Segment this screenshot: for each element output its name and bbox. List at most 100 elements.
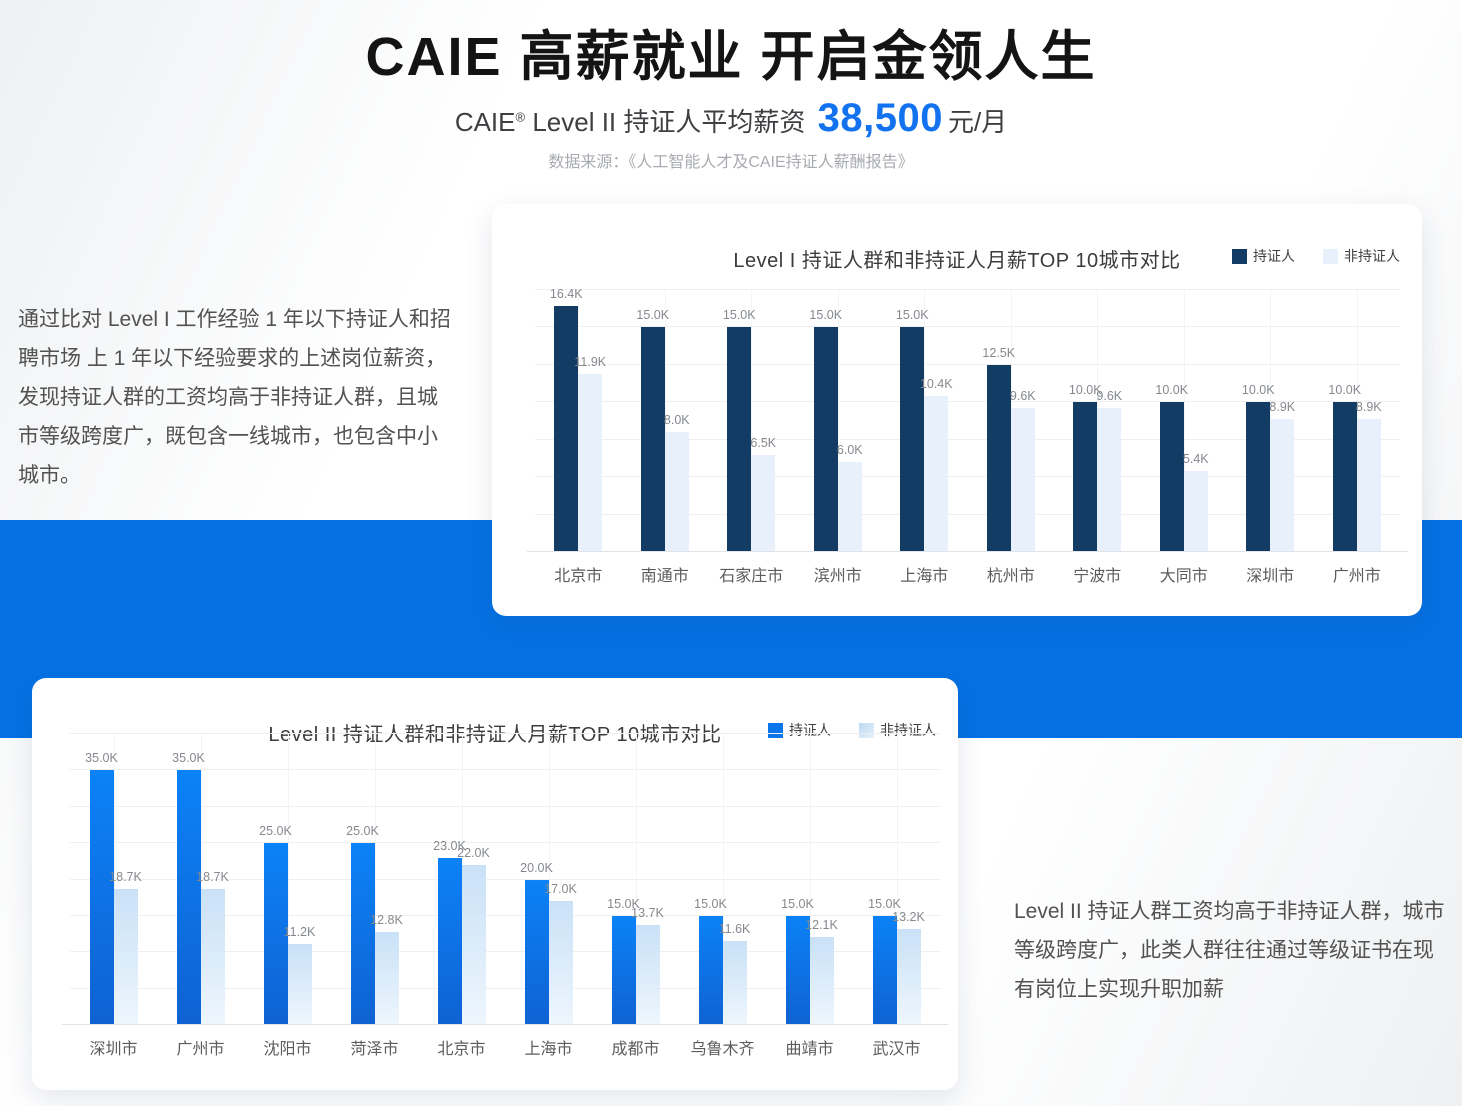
- category-深圳市: 10.0K 8.9K: [1227, 290, 1314, 552]
- bar-持证人-深圳市: [89, 770, 114, 1025]
- bar-持证人-武汉市: [872, 915, 897, 1025]
- value-label: 9.6K: [1096, 389, 1123, 404]
- legend-item-noncertified[interactable]: 非持证人: [1323, 246, 1400, 266]
- value-label: 15.0K: [895, 308, 929, 323]
- category-乌鲁木齐: 15.0K 11.6K: [679, 734, 766, 1025]
- bar-持证人-北京市: [437, 857, 462, 1025]
- bar-持证人-北京市: [554, 306, 579, 552]
- category-南通市: 15.0K 8.0K: [622, 290, 709, 552]
- data-source-line: 数据来源：《人工智能人才及CAIE持证人薪酬报告》: [548, 154, 914, 171]
- legend-label: 非持证人: [1344, 248, 1400, 264]
- category-大同市: 10.0K 5.4K: [1141, 290, 1228, 552]
- value-label: 15.0K: [607, 896, 640, 911]
- value-label: 10.0K: [1328, 383, 1362, 398]
- category-杭州市: 12.5K 9.6K: [968, 290, 1055, 552]
- value-label: 22.0K: [457, 845, 490, 860]
- category-gridline: [722, 734, 724, 1025]
- legend-label: 持证人: [1253, 248, 1295, 264]
- category-gridline: [548, 734, 550, 1025]
- chart1-header: Level I 持证人群和非持证人月薪TOP 10城市对比 持证人 非持证人: [492, 244, 1422, 272]
- category-菏泽市: 25.0K 12.8K: [331, 734, 418, 1025]
- bar-持证人-沈阳市: [263, 843, 288, 1025]
- value-label: 8.9K: [1355, 399, 1382, 414]
- bar-持证人-曲靖市: [785, 915, 810, 1025]
- bar-非持证人-大同市: [1183, 471, 1208, 552]
- category-gridline: [751, 290, 753, 552]
- bar-持证人-大同市: [1159, 402, 1184, 552]
- value-label: 5.4K: [1182, 452, 1209, 467]
- category-gridline: [113, 734, 115, 1025]
- gridline: [70, 805, 940, 807]
- value-label: 10.4K: [919, 377, 953, 392]
- category-上海市: 20.0K 17.0K: [505, 734, 592, 1025]
- category-宁波市: 10.0K 9.6K: [1054, 290, 1141, 552]
- gridline: [535, 289, 1400, 290]
- value-label: 20.0K: [520, 860, 553, 875]
- chart2-plot: 35.0K 18.7K 35.0K 18.7K 25.0K 11.2K 25.0K 12.8K…: [62, 733, 948, 1025]
- category-曲靖市: 15.0K 12.1K: [766, 734, 853, 1025]
- bar-非持证人-上海市: [548, 901, 573, 1025]
- x-axis-label-滨州市: 滨州市: [813, 568, 862, 585]
- bar-非持证人-北京市: [578, 373, 603, 552]
- bar-非持证人-滨州市: [837, 462, 862, 552]
- chart1-x-axis-labels: 北京市 南通市 石家庄市 滨州市 上海市 杭州市 宁波市 大同市 深圳市 广州市: [535, 562, 1400, 586]
- bar-非持证人-沈阳市: [287, 943, 312, 1025]
- x-axis-label-菏泽市: 菏泽市: [350, 1041, 399, 1058]
- chart2-x-axis-labels: 深圳市 广州市 沈阳市 菏泽市 北京市 上海市 成都市 乌鲁木齐 曲靖市 武汉市: [70, 1035, 940, 1059]
- x-axis-label-武汉市: 武汉市: [872, 1041, 921, 1058]
- category-上海市: 15.0K 10.4K: [881, 290, 968, 552]
- value-label: 35.0K: [172, 751, 205, 766]
- gridline: [535, 513, 1400, 515]
- value-label: 8.9K: [1269, 399, 1296, 414]
- value-label: 10.0K: [1068, 383, 1102, 398]
- category-gridline: [374, 734, 376, 1025]
- value-label: 12.8K: [370, 912, 403, 927]
- bar-持证人-乌鲁木齐: [698, 915, 723, 1025]
- x-axis-label-曲靖市: 曲靖市: [785, 1041, 834, 1058]
- legend-item-certified[interactable]: 持证人: [1232, 246, 1295, 266]
- legend-swatch-noncertified-icon: [1323, 248, 1338, 264]
- bar-持证人-上海市: [900, 327, 925, 552]
- gridline: [70, 842, 940, 844]
- legend-label: 非持证人: [880, 722, 936, 738]
- value-label: 17.0K: [544, 882, 577, 897]
- category-gridline: [635, 734, 637, 1025]
- bar-持证人-广州市: [1332, 402, 1357, 552]
- value-label: 10.0K: [1155, 383, 1189, 398]
- value-label: 15.0K: [781, 896, 814, 911]
- x-axis-label-石家庄市: 石家庄市: [719, 568, 784, 585]
- x-axis-line: [62, 1024, 948, 1025]
- category-gridline: [837, 290, 839, 552]
- average-salary-value: 38,500: [817, 96, 943, 140]
- level1-note: 通过比对 Level I 工作经验 1 年以下持证人和招聘市场 上 1 年以下经…: [18, 308, 451, 487]
- category-北京市: 23.0K 22.0K: [418, 734, 505, 1025]
- category-武汉市: 15.0K 13.2K: [853, 734, 940, 1025]
- bar-非持证人-石家庄市: [751, 454, 776, 552]
- bar-非持证人-广州市: [1356, 418, 1381, 552]
- bar-非持证人-南通市: [664, 432, 689, 552]
- brand-name: CAIE: [454, 107, 516, 137]
- bar-持证人-广州市: [176, 770, 201, 1025]
- value-label: 13.7K: [631, 906, 664, 921]
- legend-label: 持证人: [789, 722, 831, 738]
- category-石家庄市: 15.0K 6.5K: [708, 290, 795, 552]
- chart2-title: Level II 持证人群和非持证人月薪TOP 10城市对比: [268, 724, 722, 746]
- gridline: [70, 769, 940, 771]
- gridline: [535, 476, 1400, 478]
- category-gridline: [664, 290, 666, 552]
- x-axis-label-乌鲁木齐: 乌鲁木齐: [690, 1041, 755, 1058]
- x-axis-line: [527, 551, 1408, 552]
- x-axis-label-北京市: 北京市: [437, 1041, 486, 1058]
- legend-swatch-certified-icon: [1232, 248, 1247, 264]
- value-label: 11.6K: [718, 921, 751, 936]
- category-广州市: 35.0K 18.7K: [157, 734, 244, 1025]
- gridline: [535, 326, 1400, 328]
- x-axis-label-深圳市: 深圳市: [89, 1041, 138, 1058]
- value-label: 15.0K: [636, 308, 670, 323]
- value-label: 11.9K: [574, 354, 607, 369]
- category-广州市: 10.0K 8.9K: [1314, 290, 1401, 552]
- bar-非持证人-乌鲁木齐: [722, 940, 747, 1025]
- value-label: 16.4K: [549, 287, 583, 302]
- page-title: CAIE 高薪就业 开启金领人生: [365, 27, 1097, 87]
- chart1-legend: 持证人 非持证人: [1232, 246, 1400, 266]
